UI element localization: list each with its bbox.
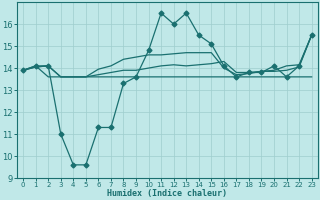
- X-axis label: Humidex (Indice chaleur): Humidex (Indice chaleur): [108, 189, 228, 198]
